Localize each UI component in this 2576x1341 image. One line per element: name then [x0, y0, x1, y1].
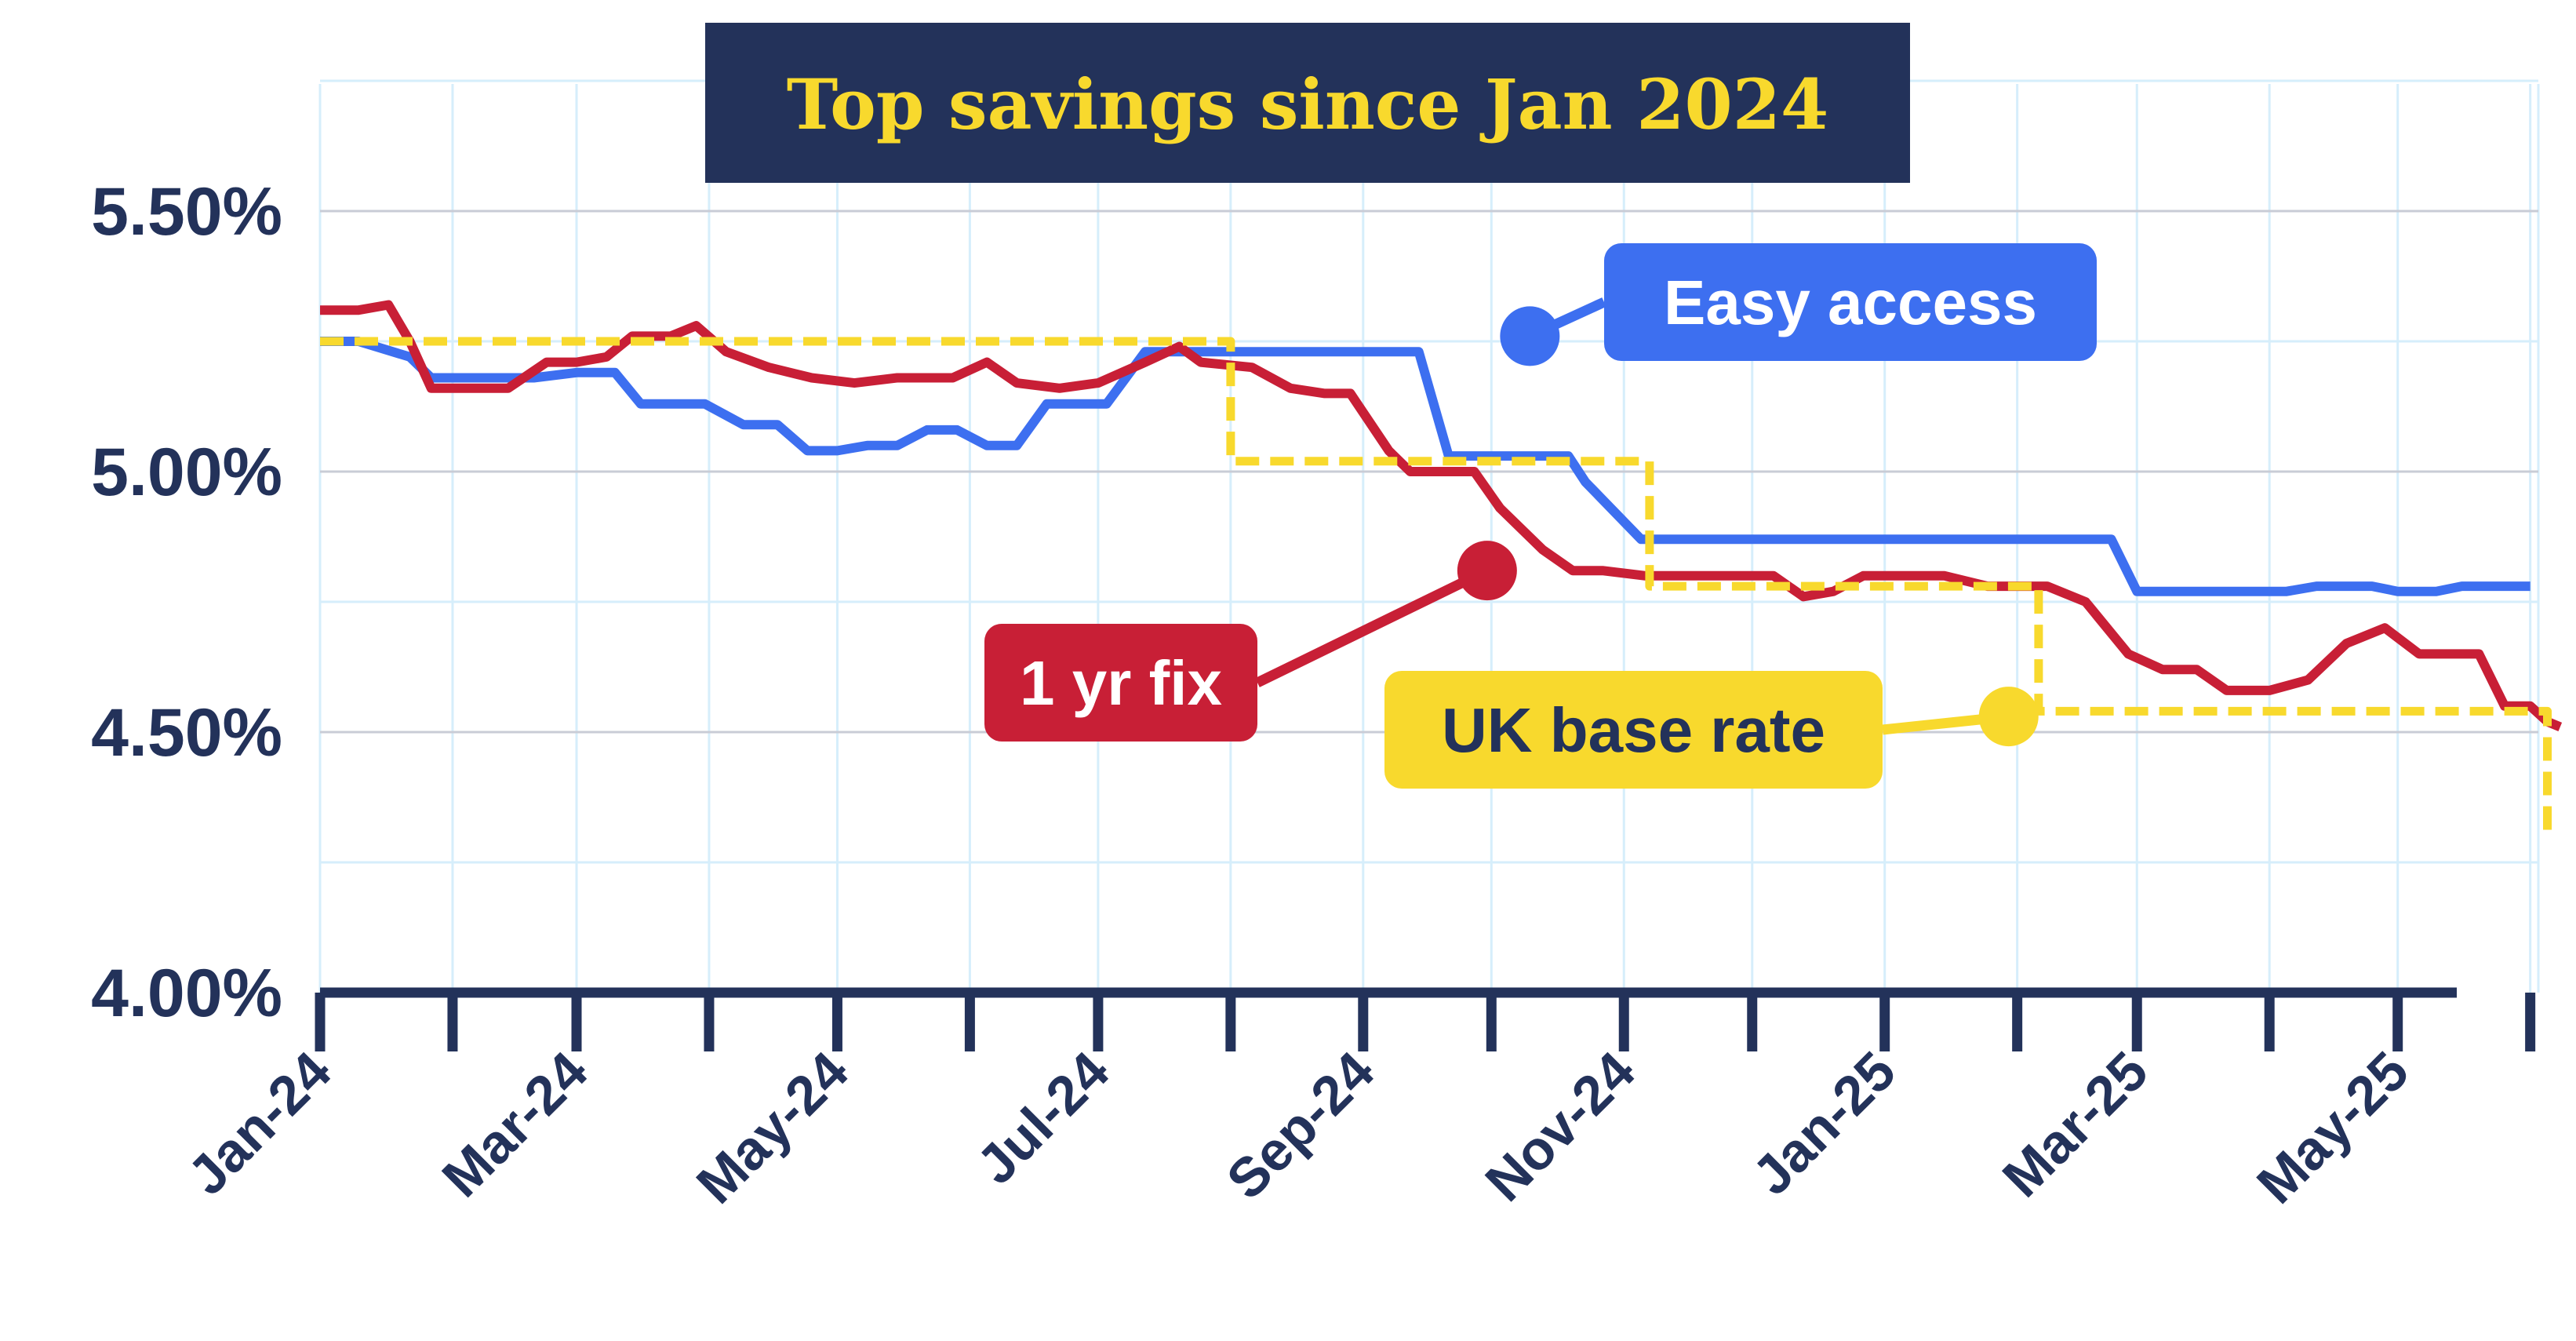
y-axis: 5.50% 5.00% 4.50% 4.00%: [91, 174, 282, 1031]
minor-grid: [318, 79, 2540, 993]
callout-box-easy-access: [1604, 243, 2097, 361]
y-tick-label: 4.00%: [91, 956, 282, 1031]
callout-label-uk-base-rate: UK base rate: [1442, 695, 1825, 765]
x-tick-label: Sep-24: [1215, 1040, 1386, 1211]
callout-dot-easy-access: [1500, 306, 1560, 366]
y-tick-label: 5.00%: [91, 435, 282, 510]
x-tick-label: Jan-24: [176, 1040, 343, 1206]
callout-dot-uk-base-rate: [1978, 687, 2039, 747]
chart-title-box: Top savings since Jan 2024: [705, 23, 1910, 183]
chart-title: Top savings since Jan 2024: [787, 64, 1828, 145]
x-tick-label: Jan-25: [1741, 1040, 1907, 1206]
x-axis: Jan-24 Mar-24 May-24 Jul-24 Sep-24 Nov-24 Jan-…: [176, 987, 2536, 1215]
x-tick-label: Mar-25: [1991, 1040, 2159, 1208]
callouts: Easy access 1 yr fix UK base rate: [984, 243, 2097, 789]
x-tick-label: May-24: [685, 1040, 860, 1215]
series-line-easy-access: [320, 337, 2531, 596]
callout-label-easy-access: Easy access: [1664, 268, 2037, 337]
callout-label-1-yr-fix: 1 yr fix: [1020, 648, 1222, 718]
series-line-1-yr-fix: [320, 300, 2563, 731]
y-tick-label: 5.50%: [91, 174, 282, 250]
x-tick-label: Mar-24: [431, 1040, 599, 1208]
series-layer: [320, 300, 2563, 832]
title-background: [705, 23, 1910, 183]
series-line-uk-base-rate: [320, 337, 2552, 832]
y-tick-label: 4.50%: [91, 695, 282, 771]
x-tick-label: Jul-24: [965, 1040, 1120, 1195]
callout-box-uk-base-rate: [1384, 671, 1883, 789]
callout-connector-1-yr-fix: [1255, 566, 1490, 687]
callout-box-1-yr-fix: [984, 624, 1257, 742]
x-tick-label: Nov-24: [1474, 1040, 1646, 1212]
x-tick-label: May-25: [2245, 1040, 2420, 1215]
callout-dot-1-yr-fix: [1457, 541, 1517, 601]
